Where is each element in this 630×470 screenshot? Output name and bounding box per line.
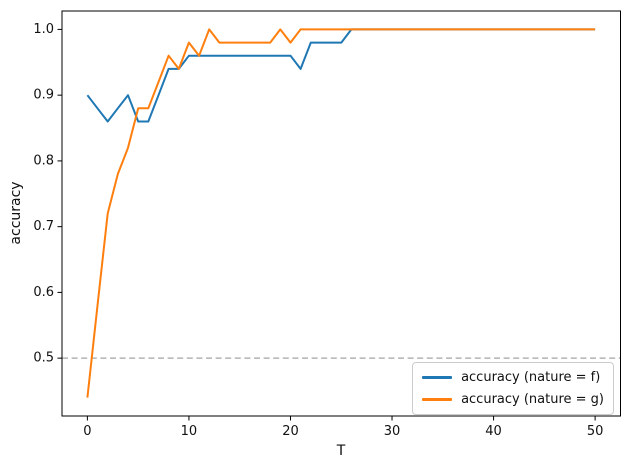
svg-text:0.7: 0.7 (33, 219, 54, 234)
svg-text:0.5: 0.5 (33, 351, 54, 366)
svg-text:50: 50 (587, 424, 604, 439)
legend-line-sample-f (422, 376, 453, 379)
legend-label-f: accuracy (nature = f) (461, 370, 601, 385)
legend-line-sample-g (422, 398, 453, 401)
svg-text:0: 0 (83, 424, 91, 439)
legend-item-f: accuracy (nature = f) (422, 369, 604, 386)
legend-item-g: accuracy (nature = g) (422, 391, 604, 408)
legend-label-g: accuracy (nature = g) (461, 392, 604, 407)
svg-text:1.0: 1.0 (33, 22, 54, 37)
svg-text:10: 10 (181, 424, 198, 439)
y-axis-label: accuracy (8, 181, 24, 245)
svg-text:20: 20 (282, 424, 299, 439)
svg-text:0.9: 0.9 (33, 88, 54, 103)
svg-text:40: 40 (485, 424, 502, 439)
svg-text:0.8: 0.8 (33, 153, 54, 168)
legend: accuracy (nature = f) accuracy (nature =… (412, 362, 614, 415)
x-axis-label: T (336, 443, 346, 459)
svg-text:0.6: 0.6 (33, 285, 54, 300)
svg-text:30: 30 (384, 424, 401, 439)
